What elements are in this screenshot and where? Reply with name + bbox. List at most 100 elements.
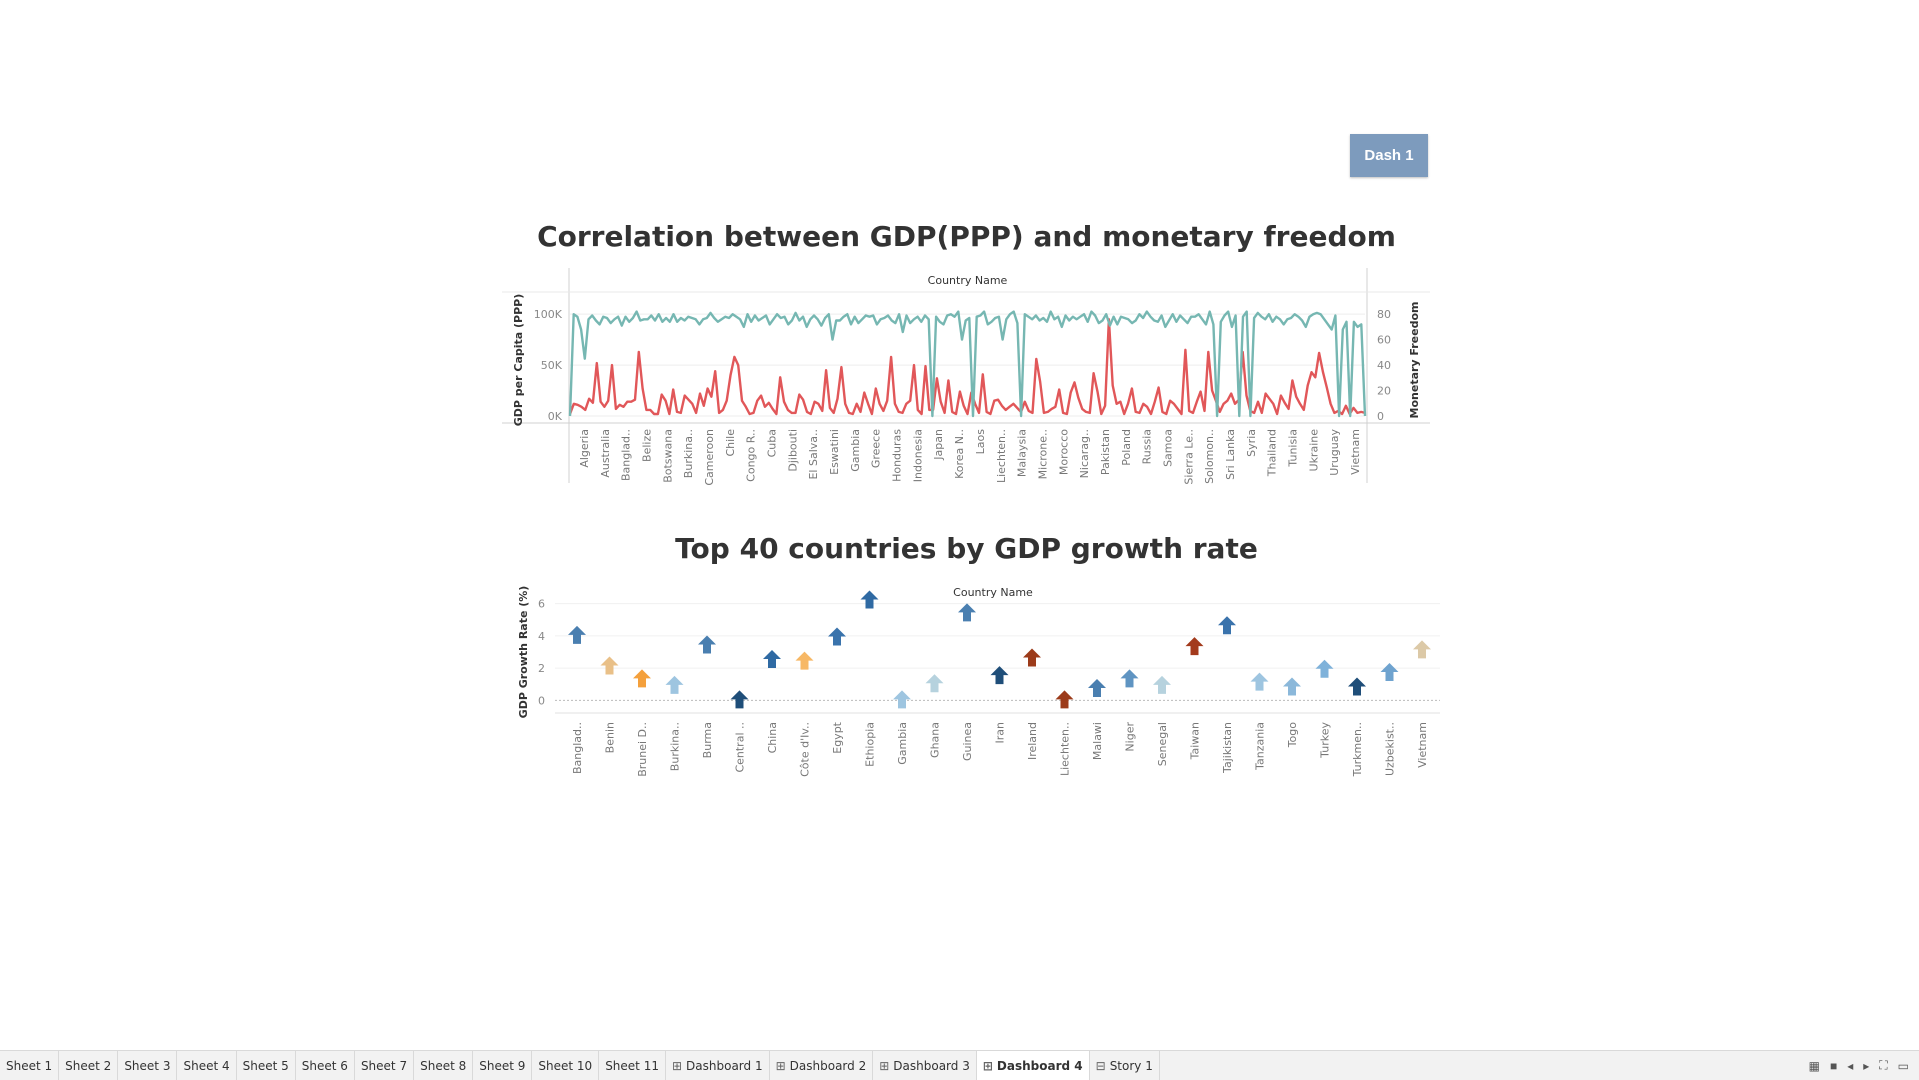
x-tick-label: Vietnam	[1416, 722, 1429, 768]
arrow-marker-niger[interactable]	[1120, 669, 1139, 688]
series-line-monetary-freedom	[568, 310, 1367, 418]
tab-label: Sheet 4	[183, 1058, 230, 1073]
x-tick-label: Cuba	[766, 429, 779, 457]
arrow-marker-ethiopia[interactable]	[860, 590, 879, 609]
tab-label: Story 1	[1109, 1058, 1153, 1073]
y-tick-label: 2	[538, 662, 545, 675]
x-tick-label: Burma	[701, 722, 714, 758]
arrow-marker-gambia[interactable]	[893, 690, 911, 709]
x-tick-label: Belize	[641, 429, 654, 462]
x-tick-label: China	[766, 722, 779, 753]
arrow-marker-central-[interactable]	[730, 690, 749, 709]
prev-icon[interactable]: ◂	[1847, 1058, 1854, 1073]
arrow-marker-burma[interactable]	[698, 635, 716, 654]
arrow-marker-togo[interactable]	[1283, 677, 1301, 696]
tab-sheet-4[interactable]: Sheet 4	[177, 1051, 237, 1080]
tab-sheet-1[interactable]: Sheet 1	[0, 1051, 60, 1080]
x-axis-title: Country Name	[928, 274, 1008, 287]
tab-label: Dashboard 3	[893, 1058, 970, 1073]
tab-story-1[interactable]: ⊟ Story 1	[1090, 1051, 1160, 1080]
dash-1-button[interactable]: Dash 1	[1350, 134, 1428, 177]
tab-label: Sheet 11	[605, 1058, 659, 1073]
tab-list: Sheet 1 Sheet 2 Sheet 3 Sheet 4 Sheet 5 Sheet…	[0, 1051, 1160, 1080]
arrow-marker-egypt[interactable]	[828, 627, 846, 646]
tab-sheet-8[interactable]: Sheet 8	[414, 1051, 474, 1080]
arrow-marker-turkey[interactable]	[1315, 659, 1334, 678]
x-tick-label: Sierra Le..	[1182, 429, 1195, 485]
filmstrip-icon[interactable]: ■	[1829, 1058, 1838, 1073]
x-tick-label: Taiwan	[1189, 722, 1202, 760]
arrow-marker-vietnam[interactable]	[1413, 640, 1431, 659]
arrow-marker-tajikistan[interactable]	[1218, 616, 1236, 635]
present-icon[interactable]: ▭	[1897, 1058, 1909, 1073]
x-tick-label: Sri Lanka	[1224, 429, 1237, 480]
next-icon[interactable]: ▸	[1863, 1058, 1870, 1073]
tab-dashboard-1[interactable]: ⊞ Dashboard 1	[666, 1051, 770, 1080]
x-tick-label: Banglad..	[620, 429, 633, 481]
tab-label: Dashboard 4	[996, 1058, 1083, 1073]
arrow-marker-c-te-d-iv-[interactable]	[795, 651, 814, 670]
y2-tick-label: 80	[1377, 308, 1391, 321]
tab-sheet-5[interactable]: Sheet 5	[237, 1051, 296, 1080]
x-tick-label: Brunei D..	[636, 722, 649, 777]
x-tick-label: Syria	[1245, 429, 1258, 457]
x-tick-label: Turkey	[1319, 722, 1332, 759]
arrow-marker-ghana[interactable]	[925, 674, 944, 693]
arrow-marker-turkmen-[interactable]	[1348, 677, 1366, 696]
x-tick-label: Laos	[974, 429, 987, 455]
tab-sheet-11[interactable]: Sheet 11	[599, 1051, 666, 1080]
arrow-marker-brunei-d-[interactable]	[633, 669, 651, 688]
x-tick-label: Vietnam	[1349, 429, 1362, 475]
tab-sheet-2[interactable]: Sheet 2	[59, 1051, 119, 1080]
y-tick-label: 50K	[541, 359, 563, 372]
dashboard-icon: ⊞	[775, 1058, 786, 1073]
tab-sheet-6[interactable]: Sheet 6	[296, 1051, 355, 1080]
arrow-marker-taiwan[interactable]	[1185, 637, 1204, 656]
arrow-marker-tanzania[interactable]	[1250, 672, 1269, 691]
tab-dashboard-2[interactable]: ⊞ Dashboard 2	[770, 1051, 874, 1080]
arrow-marker-uzbekist-[interactable]	[1380, 662, 1399, 681]
x-tick-label: Senegal	[1156, 722, 1169, 766]
y2-tick-label: 60	[1377, 334, 1391, 347]
tab-dashboard-4[interactable]: ⊞ Dashboard 4	[976, 1051, 1090, 1080]
x-tick-label: Liechten..	[1059, 722, 1072, 776]
arrow-marker-ireland[interactable]	[1023, 648, 1041, 667]
y2-axis-label: Monetary Freedom	[1408, 302, 1421, 419]
x-tick-label: Ukraine	[1307, 429, 1320, 472]
arrow-marker-china[interactable]	[763, 650, 781, 669]
dashboard-icon: ⊞	[671, 1058, 683, 1073]
tab-sheet-9[interactable]: Sheet 9	[473, 1051, 533, 1080]
arrow-marker-senegal[interactable]	[1153, 675, 1171, 694]
arrow-marker-burkina-[interactable]	[665, 675, 684, 694]
arrow-marker-benin[interactable]	[600, 656, 619, 675]
arrow-marker-guinea[interactable]	[958, 603, 976, 622]
x-tick-label: Solomon..	[1203, 429, 1216, 484]
x-tick-label: Côte d'Iv..	[799, 722, 812, 777]
x-tick-label: Tajikistan	[1221, 722, 1234, 774]
tab-sheet-7[interactable]: Sheet 7	[355, 1051, 415, 1080]
x-tick-label: Thailand	[1266, 429, 1279, 477]
grid-view-icon[interactable]: ▦	[1808, 1058, 1820, 1073]
x-tick-label: Niger	[1124, 722, 1137, 752]
arrow-marker-iran[interactable]	[990, 666, 1009, 685]
tab-controls: ▦ ■ ◂ ▸ ⛶ ▭	[1809, 1051, 1909, 1080]
arrow-marker-banglad-[interactable]	[568, 625, 586, 644]
arrow-marker-malawi[interactable]	[1088, 679, 1106, 698]
x-tick-label: Eswatini	[828, 429, 841, 475]
tab-sheet-3[interactable]: Sheet 3	[118, 1051, 178, 1080]
x-tick-label: Microne..	[1036, 429, 1049, 479]
tab-sheet-10[interactable]: Sheet 10	[532, 1051, 600, 1080]
y-tick-label: 0K	[548, 410, 563, 423]
x-tick-label: Korea N..	[953, 429, 966, 479]
tab-dashboard-3[interactable]: ⊞ Dashboard 3	[873, 1051, 977, 1080]
x-tick-label: Cameroon	[703, 429, 716, 486]
x-tick-label: Togo	[1286, 722, 1299, 749]
x-tick-label: Ethiopia	[864, 722, 877, 767]
x-tick-label: Burkina..	[669, 722, 682, 771]
tab-label: Sheet 5	[242, 1058, 289, 1073]
fullscreen-icon[interactable]: ⛶	[1879, 1058, 1888, 1072]
chart1-title: Correlation between GDP(PPP) and monetar…	[537, 220, 1396, 253]
arrow-marker-liechten-[interactable]	[1055, 690, 1074, 709]
x-tick-label: El Salva..	[807, 429, 820, 480]
x-tick-label: Tunisia	[1286, 429, 1299, 468]
